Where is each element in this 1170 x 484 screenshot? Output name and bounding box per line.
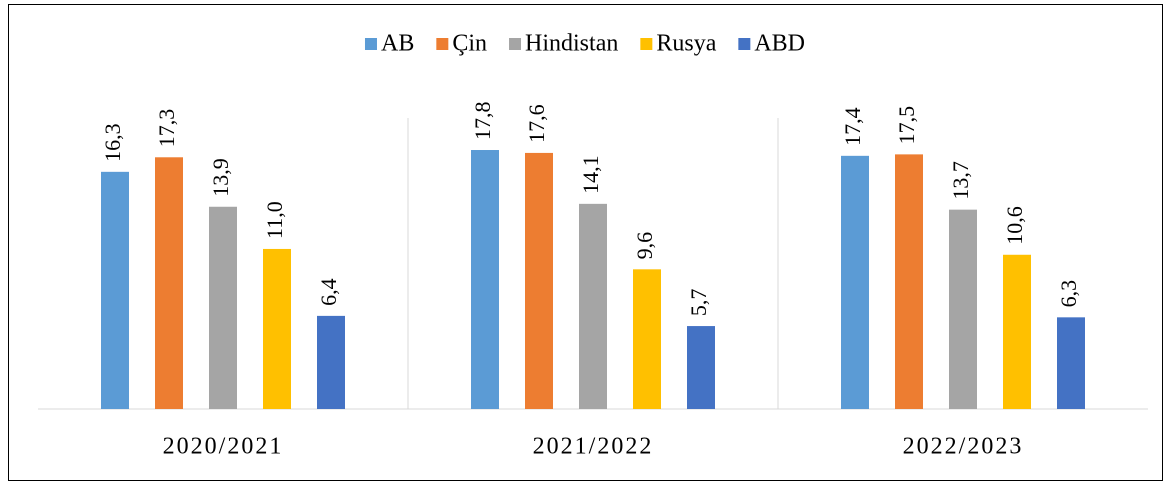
data-label: 17,8 xyxy=(470,102,495,141)
legend-label: AB xyxy=(381,31,414,57)
bar xyxy=(687,326,715,409)
data-label: 17,3 xyxy=(154,109,179,148)
legend-swatch xyxy=(364,38,377,50)
data-label: 14,1 xyxy=(578,155,603,194)
bar xyxy=(525,152,553,410)
bar xyxy=(633,269,661,409)
bar xyxy=(155,157,183,409)
legend-label: Çin xyxy=(452,31,487,57)
data-label: 17,5 xyxy=(894,106,919,145)
data-label: 13,7 xyxy=(948,161,973,200)
data-label: 17,6 xyxy=(524,104,549,143)
data-label: 13,9 xyxy=(208,158,233,197)
data-label: 6,3 xyxy=(1056,280,1081,308)
legend-swatch xyxy=(436,38,449,50)
data-label: 6,4 xyxy=(316,278,341,306)
bar xyxy=(471,150,499,409)
bar xyxy=(263,248,291,409)
data-label: 11,0 xyxy=(262,201,287,239)
bar xyxy=(317,315,345,409)
bar xyxy=(579,203,607,409)
data-label: 5,7 xyxy=(686,289,711,317)
legend-swatch xyxy=(509,38,522,50)
bar xyxy=(1057,317,1085,409)
data-label: 17,4 xyxy=(840,107,865,146)
data-label: 10,6 xyxy=(1002,206,1027,245)
data-label: 9,6 xyxy=(632,232,657,260)
data-label: 16,3 xyxy=(100,123,125,162)
bar xyxy=(209,206,237,409)
legend-label: Hindistan xyxy=(525,31,618,57)
bar xyxy=(101,171,129,409)
bar xyxy=(1003,254,1031,409)
legend-swatch xyxy=(738,38,751,50)
legend-label: Rusya xyxy=(656,31,716,57)
x-tick-label: 2020/2021 xyxy=(163,434,284,460)
legend-label: ABD xyxy=(754,31,805,57)
x-tick-label: 2021/2022 xyxy=(533,434,654,460)
x-tick-label: 2022/2023 xyxy=(903,434,1024,460)
bar xyxy=(895,154,923,409)
bar xyxy=(949,209,977,409)
legend-swatch xyxy=(640,38,653,50)
bar xyxy=(841,155,869,409)
